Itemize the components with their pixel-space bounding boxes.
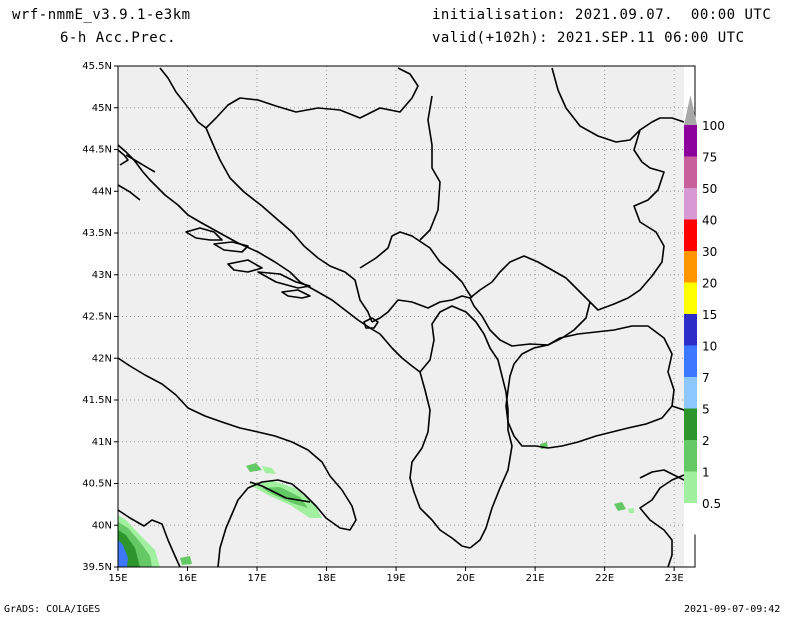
colorbar-label: 75 [702,151,717,165]
grid-lines [118,66,695,567]
montenegro-border [371,295,471,323]
island-1 [185,227,223,241]
footer-timestamp: 2021-09-07-09:42 [684,604,781,615]
colorbar-label: 40 [702,214,717,228]
bosnia-east-border [359,231,473,299]
bosnia-north-border [159,67,419,129]
island-2 [213,241,249,253]
island-4 [257,271,311,289]
danube-border [639,117,685,131]
colorbar-segment [684,440,697,472]
lat-tick-label: 40.5N [82,479,112,490]
lat-tick-label: 45.5N [82,61,112,72]
precip-patch-calabria-small-2 [262,466,276,474]
greece-coast-south [639,474,685,568]
colorbar-label: 7 [702,371,710,385]
colorbar-label: 0.5 [702,497,721,511]
colorbar-segment [684,503,697,535]
coastlines-borders [117,67,691,568]
colorbar-segment [684,125,697,157]
field-name: 6-h Acc.Prec. [60,30,177,46]
model-name: wrf-nmmE_v3.9.1-e3km [12,7,191,23]
colorbar-segment [684,345,697,377]
lat-tick-label: 43.5N [82,228,112,239]
lon-tick-label: 21E [526,573,545,584]
colorbar-segment [684,471,697,503]
greece-chalkidiki [639,469,685,481]
footer-credit: GrADS: COLA/IGES [4,604,101,615]
colorbar-segment [684,188,697,220]
precip-patch-tyrrhenian-heavy [118,540,128,567]
lat-tick-label: 44.5N [82,145,112,156]
serbia-north-border [419,95,441,241]
istria-detail [125,154,156,173]
lat-tick-label: 42.5N [82,312,112,323]
lon-tick-label: 23E [665,573,684,584]
lon-tick-label: 16E [178,573,197,584]
kotor-bay [363,317,379,329]
precip-patch-small-225e [628,508,634,513]
apulia-coast [117,357,357,568]
island-3 [227,259,263,273]
colorbar-label: 5 [702,403,710,417]
init-time: initialisation: 2021.09.07. 00:00 UTC [432,7,772,23]
lon-tick-label: 20E [456,573,475,584]
lat-tick-label: 39.5N [82,562,112,573]
lon-tick-label: 17E [248,573,267,584]
lat-tick-label: 41.5N [82,395,112,406]
colorbar-segment [684,219,697,251]
lon-tick-label: 22E [595,573,614,584]
albania-coast [409,371,471,549]
lat-tick-label: 40N [92,520,112,531]
lon-tick-label: 15E [108,573,127,584]
istria-coast [117,149,129,166]
coast-north-small [117,184,141,201]
colorbar-label: 1 [702,466,710,480]
serbia-east-border [551,67,665,311]
precip-patch-small-183e [180,556,192,565]
colorbar-segment [684,251,697,283]
lat-tick-label: 41N [92,437,112,448]
colorbar-label: 10 [702,340,717,354]
colorbar-label: 50 [702,182,717,196]
taranto-coast [249,481,311,503]
macedonia-border [505,325,675,449]
colorbar-segment [684,314,697,346]
colorbar-segment [684,408,697,440]
colorbar-top-arrow [684,95,697,125]
albania-border [419,305,513,549]
lat-tick-label: 42N [92,353,112,364]
lat-tick-label: 45N [92,103,112,114]
colorbar-label: 30 [702,245,717,259]
colorbar-label: 2 [702,434,710,448]
precip-patch-small-222e [614,502,626,511]
bosnia-south-border [205,127,373,323]
lat-tick-label: 44N [92,186,112,197]
croatia-coast [117,144,421,373]
island-5 [281,289,311,299]
valid-time: valid(+102h): 2021.SEP.11 06:00 UTC [432,30,745,46]
precip-patch-calabria-small-1 [246,463,262,472]
lon-ticks: 15E 16E 17E 18E 19E 20E 21E 22E 23E [108,567,684,584]
colorbar-segment [684,156,697,188]
colorbar-label: 100 [702,119,725,133]
colorbar-label: 20 [702,277,717,291]
kosovo-border [469,255,591,347]
lat-tick-label: 43N [92,270,112,281]
colorbar-segment [684,282,697,314]
italy-gulf-coast [117,509,181,568]
lon-tick-label: 19E [387,573,406,584]
colorbar-segment [684,377,697,409]
lat-ticks: 45.5N 45N 44.5N 44N 43.5N 43N 42.5N 42N 41.5N 41N… [82,61,118,573]
colorbar-label: 15 [702,308,717,322]
lon-tick-label: 18E [317,573,336,584]
